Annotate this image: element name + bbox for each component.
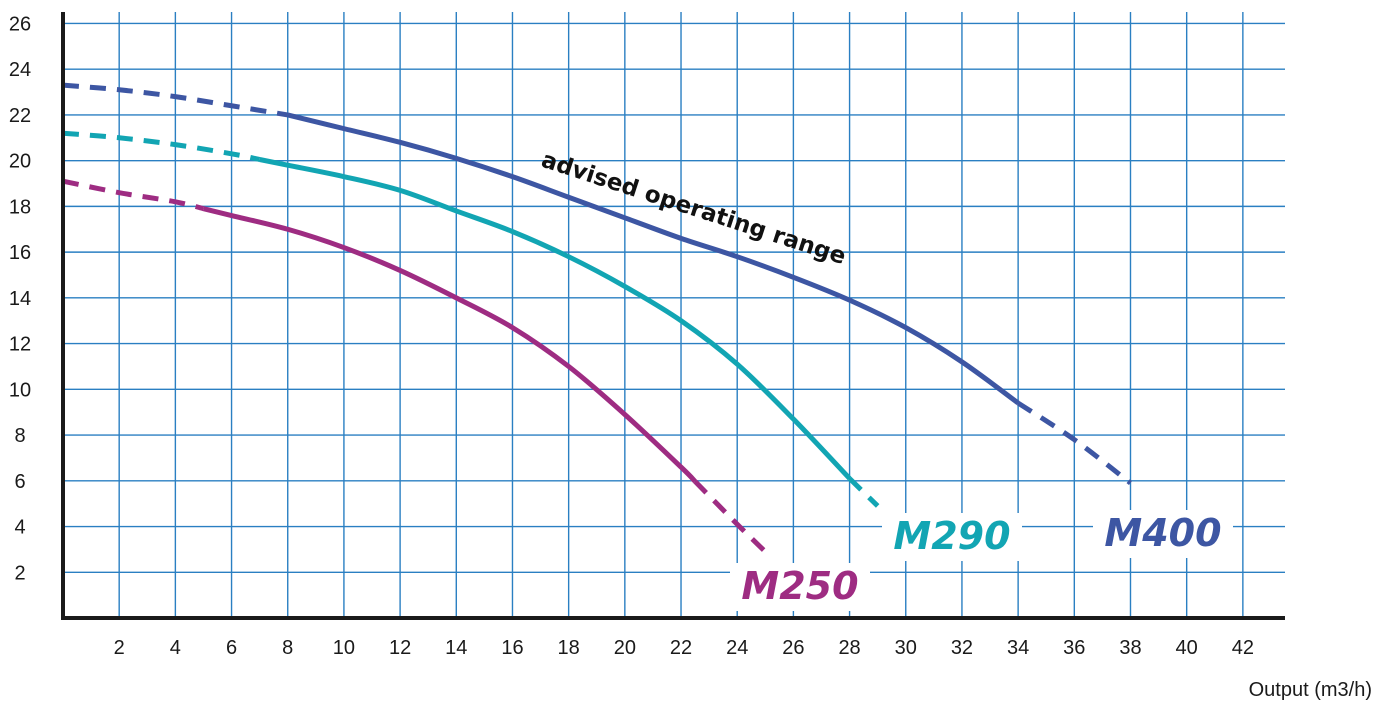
x-tick-label: 34: [1007, 637, 1029, 659]
x-tick-label: 30: [895, 637, 917, 659]
x-tick-label: 20: [614, 637, 636, 659]
y-tick-label: 8: [14, 425, 25, 447]
x-tick-label: 26: [782, 637, 804, 659]
series-label-m290: M290: [893, 514, 1010, 558]
y-tick-label: 20: [9, 151, 31, 173]
y-tick-label: 6: [14, 471, 25, 493]
x-tick-label: 28: [838, 637, 860, 659]
x-tick-label: 22: [670, 637, 692, 659]
series-label-bg-m250: [730, 563, 870, 611]
x-tick-label: 6: [226, 637, 237, 659]
y-tick-label: 2: [14, 562, 25, 584]
x-tick-label: 18: [558, 637, 580, 659]
y-tick-label: 16: [9, 242, 31, 264]
series-label-m400: M400: [1104, 511, 1221, 555]
grid: [63, 12, 1285, 618]
series-lines: [62, 82, 1133, 554]
x-tick-label: 16: [501, 637, 523, 659]
series-line-m400-solid: [287, 112, 1020, 406]
x-tick-label: 14: [445, 637, 467, 659]
y-tick-label: 26: [9, 13, 31, 35]
x-tick-label: 12: [389, 637, 411, 659]
x-tick-label: 32: [951, 637, 973, 659]
y-tick-label: 4: [14, 517, 25, 539]
series-line-m290-dashed-start: [62, 130, 261, 162]
x-axis-title: Output (m3/h): [1249, 679, 1372, 701]
x-tick-label: 40: [1176, 637, 1198, 659]
x-tick-labels: 2 4 6 8 10 12 14 16 18 20 22 24 26 28 30 32 34 36 38 40 42: [114, 637, 1254, 659]
series-line-m290-solid: [259, 157, 852, 481]
y-tick-label: 12: [9, 334, 31, 356]
x-tick-label: 36: [1063, 637, 1085, 659]
series-label-bg-m400: [1093, 510, 1233, 558]
x-tick-label: 8: [282, 637, 293, 659]
y-tick-label: 14: [9, 288, 31, 310]
x-tick-label: 4: [170, 637, 181, 659]
x-tick-label: 38: [1119, 637, 1141, 659]
x-tick-label: 24: [726, 637, 748, 659]
y-tick-label: 22: [9, 105, 31, 127]
series-line-m290-dashed-end: [847, 476, 880, 508]
axes: [61, 12, 1285, 620]
series-line-m400-dashed-end: [1016, 400, 1133, 486]
series-line-m250-solid: [202, 206, 697, 484]
x-tick-label: 10: [333, 637, 355, 659]
series-label-bg-m290: [882, 513, 1022, 561]
y-tick-label: 10: [9, 379, 31, 401]
series-line-m250-dashed-start: [62, 178, 205, 212]
series-line-m400-dashed-start: [62, 82, 289, 118]
series-label-m250: M250: [741, 564, 858, 608]
series-labels: M400 M290 M250: [730, 510, 1233, 611]
y-tick-label: 24: [9, 59, 31, 81]
x-tick-label: 2: [114, 637, 125, 659]
y-tick-label: 18: [9, 196, 31, 218]
series-line-m250-dashed-end: [693, 479, 768, 554]
x-tick-label: 42: [1232, 637, 1254, 659]
